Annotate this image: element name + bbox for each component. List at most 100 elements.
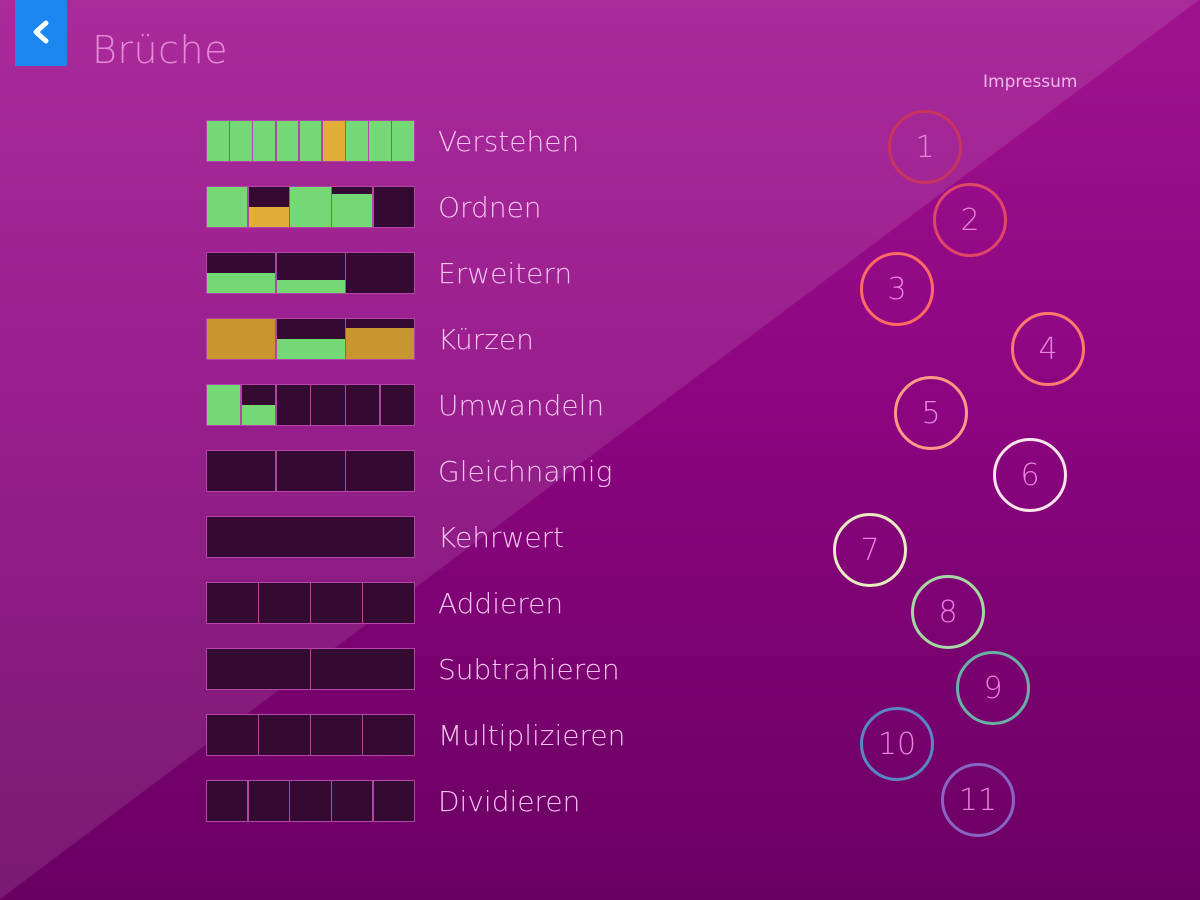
- progress-cell: [248, 781, 289, 821]
- progress-fill: [248, 207, 289, 227]
- progress-cell: [322, 121, 345, 161]
- level-button-2[interactable]: 2: [933, 183, 1007, 257]
- level-button-7[interactable]: 7: [833, 513, 907, 587]
- progress-cell: [207, 649, 310, 689]
- topic-row-gleichnamig[interactable]: Gleichnamig: [206, 450, 626, 492]
- progress-cell: [276, 253, 345, 293]
- progress-bar: [206, 516, 415, 558]
- page-title: Brüche: [92, 28, 228, 72]
- topic-label: Verstehen: [438, 124, 580, 158]
- progress-bar: [206, 714, 415, 756]
- progress-cell: [207, 517, 414, 557]
- topic-row-multiplizieren[interactable]: Multiplizieren: [206, 714, 626, 756]
- level-button-9[interactable]: 9: [956, 651, 1030, 725]
- progress-fill: [230, 121, 252, 161]
- topic-row-subtrahieren[interactable]: Subtrahieren: [206, 648, 626, 690]
- progress-cell: [207, 319, 275, 359]
- topic-row-erweitern[interactable]: Erweitern: [206, 252, 626, 294]
- progress-cell: [259, 583, 310, 623]
- progress-cell: [259, 715, 310, 755]
- progress-cell: [311, 649, 414, 689]
- level-button-8[interactable]: 8: [911, 575, 985, 649]
- progress-fill: [276, 121, 299, 161]
- progress-bar: [206, 384, 415, 426]
- topic-row-umwandeln[interactable]: Umwandeln: [206, 384, 626, 426]
- topic-label: Dividieren: [438, 784, 581, 818]
- progress-fill: [207, 385, 241, 425]
- topic-label: Umwandeln: [438, 388, 605, 422]
- progress-cell: [207, 781, 248, 821]
- progress-cell: [207, 583, 258, 623]
- back-button[interactable]: [15, 0, 67, 66]
- progress-cell: [207, 451, 275, 491]
- progress-cell: [346, 451, 414, 491]
- progress-fill: [392, 121, 415, 161]
- level-button-4[interactable]: 4: [1011, 312, 1085, 386]
- topic-row-kürzen[interactable]: Kürzen: [206, 318, 626, 360]
- progress-cell: [380, 385, 414, 425]
- progress-bar: [206, 780, 415, 822]
- progress-fill: [276, 339, 345, 359]
- progress-cell: [346, 253, 414, 293]
- level-button-6[interactable]: 6: [993, 438, 1067, 512]
- impressum-link[interactable]: Impressum: [983, 72, 1078, 92]
- level-button-3[interactable]: 3: [860, 252, 934, 326]
- progress-fill: [253, 121, 276, 161]
- topic-row-verstehen[interactable]: Verstehen: [206, 120, 626, 162]
- progress-cell: [346, 385, 380, 425]
- level-button-1[interactable]: 1: [888, 110, 962, 184]
- progress-cell: [346, 121, 368, 161]
- progress-bar: [206, 648, 415, 690]
- progress-cell: [373, 187, 415, 227]
- progress-fill: [207, 273, 275, 293]
- progress-cell: [207, 253, 275, 293]
- progress-cell: [311, 385, 345, 425]
- progress-cell: [369, 121, 391, 161]
- chevron-left-icon: [33, 20, 49, 44]
- level-button-5[interactable]: 5: [894, 376, 968, 450]
- progress-cell: [311, 583, 362, 623]
- progress-bar: [206, 252, 415, 294]
- progress-cell: [290, 187, 331, 227]
- progress-fill: [207, 121, 229, 161]
- progress-fill: [346, 121, 368, 161]
- topic-label: Kürzen: [438, 322, 534, 356]
- progress-cell: [207, 121, 229, 161]
- progress-fill: [207, 187, 248, 227]
- topic-label: Addieren: [438, 586, 564, 620]
- progress-fill: [346, 328, 414, 359]
- progress-cell: [290, 781, 331, 821]
- topic-label: Subtrahieren: [438, 652, 620, 686]
- progress-cell: [207, 715, 258, 755]
- progress-cell: [276, 385, 310, 425]
- progress-bar: [206, 582, 415, 624]
- progress-cell: [346, 319, 414, 359]
- progress-fill: [290, 187, 331, 227]
- progress-cell: [276, 121, 299, 161]
- topic-label: Erweitern: [438, 256, 573, 290]
- progress-fill: [332, 194, 373, 227]
- progress-cell: [253, 121, 276, 161]
- topic-row-ordnen[interactable]: Ordnen: [206, 186, 626, 228]
- progress-cell: [207, 187, 248, 227]
- progress-cell: [373, 781, 415, 821]
- progress-cell: [248, 187, 289, 227]
- topic-row-addieren[interactable]: Addieren: [206, 582, 626, 624]
- progress-cell: [392, 121, 415, 161]
- progress-cell: [241, 385, 275, 425]
- topic-row-dividieren[interactable]: Dividieren: [206, 780, 626, 822]
- progress-bar: [206, 120, 415, 162]
- progress-fill: [369, 121, 391, 161]
- progress-fill: [322, 121, 345, 161]
- progress-bar: [206, 186, 415, 228]
- topic-label: Kehrwert: [438, 520, 565, 554]
- progress-cell: [332, 187, 373, 227]
- topic-label: Ordnen: [438, 190, 542, 224]
- progress-cell: [276, 319, 345, 359]
- level-button-10[interactable]: 10: [860, 707, 934, 781]
- progress-bar: [206, 318, 415, 360]
- progress-fill: [241, 405, 275, 425]
- topic-row-kehrwert[interactable]: Kehrwert: [206, 516, 626, 558]
- level-button-11[interactable]: 11: [941, 763, 1015, 837]
- progress-bar: [206, 450, 415, 492]
